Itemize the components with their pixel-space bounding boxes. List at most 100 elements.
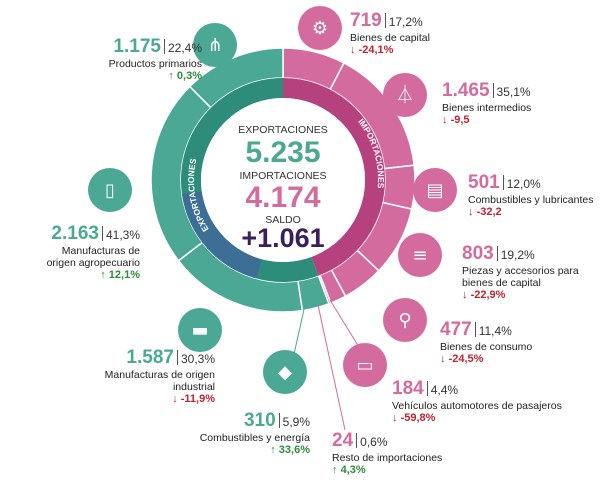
import-share: 19,2% — [500, 248, 535, 262]
arrow-up-icon: ↑ — [332, 463, 338, 476]
leader-line-0 — [289, 304, 306, 373]
export-share: 30,3% — [180, 352, 215, 366]
import-share: 4,4% — [430, 383, 459, 397]
export-label: Combustibles y energía — [199, 431, 310, 444]
export-change: -11,9% — [180, 392, 215, 405]
import-change: -9,5 — [450, 113, 470, 126]
import-item-bienes-intermedios: 1.465 35,1% Bienes intermedios ↓ -9,5 — [442, 80, 582, 127]
export-label: Productos primarios — [108, 57, 202, 70]
import-value: 1.465 — [442, 80, 490, 101]
import-share: 35,1% — [496, 85, 531, 99]
wheat-icon-glyph: ⋔ — [207, 35, 222, 56]
export-item-productos-primarios: 1.175 22,4% Productos primarios ↑ 0,3% — [50, 36, 202, 83]
export-share: 41,3% — [105, 228, 140, 242]
import-change: -32,2 — [476, 205, 502, 218]
import-value: 477 — [440, 319, 472, 340]
fuel-drop-icon-glyph: ◆ — [278, 362, 292, 383]
import-item-piezas-accesorios: 803 19,2% Piezas y accesorios para bienes… — [462, 243, 580, 302]
bottle-icon-glyph: ▯ — [105, 180, 115, 201]
import-item-bienes-capital: 719 17,2% Bienes de capital ↓ -24,1% — [350, 10, 490, 57]
balance-label: SALDO — [265, 214, 301, 226]
arrow-up-icon: ↑ — [168, 69, 174, 82]
arrow-down-icon: ↓ — [468, 205, 474, 218]
flask-icon-glyph: ⏃ — [396, 84, 414, 106]
import-value: 803 — [462, 243, 494, 264]
import-segment-2 — [381, 164, 416, 211]
import-value: 501 — [468, 172, 500, 193]
import-item-vehiculos: 184 4,4% Vehículos automotores de pasajer… — [392, 378, 572, 425]
arrow-down-icon: ↓ — [462, 288, 468, 301]
arrow-down-icon: ↓ — [440, 352, 446, 365]
leader-line-1 — [317, 304, 346, 431]
export-value: 1.587 — [126, 347, 174, 368]
import-label: Bienes de consumo — [440, 340, 533, 353]
leader-line-2 — [329, 299, 371, 366]
screw-icon-glyph: ≡ — [412, 245, 427, 266]
imports-label: IMPORTACIONES — [239, 170, 327, 182]
export-value: 2.163 — [51, 223, 99, 244]
import-item-combustibles-lubricantes: 501 12,0% Combustibles y lubricantes ↓ -3… — [468, 172, 598, 219]
import-label: Piezas y accesorios para bienes de capit… — [462, 264, 579, 289]
export-label: Manufacturas de origen agropecuario — [46, 244, 140, 269]
export-item-moa: 2.163 41,3% Manufacturas de origen agrope… — [30, 223, 140, 282]
import-change: 4,3% — [340, 463, 366, 476]
import-share: 0,6% — [360, 435, 388, 449]
jerrycan-icon-glyph: ▤ — [426, 180, 443, 201]
export-change: 12,1% — [108, 268, 140, 281]
truck-icon — [178, 308, 222, 352]
fuel-drop-icon — [263, 350, 307, 394]
export-value: 310 — [243, 410, 276, 431]
import-change: -24,1% — [358, 43, 394, 56]
exports-total: 5.235 — [245, 136, 321, 169]
import-label: Combustibles y lubricantes — [468, 193, 594, 206]
import-value: 184 — [392, 378, 424, 399]
arrow-down-icon: ↓ — [350, 43, 356, 56]
arrow-down-icon: ↓ — [392, 411, 398, 424]
export-item-combustibles-energia: 310 5,9% Combustibles y energía ↑ 33,6% — [190, 410, 310, 457]
exports-label: EXPORTACIONES — [238, 124, 328, 136]
center-disc — [201, 98, 365, 262]
export-item-moi: 1.587 30,3% Manufacturas de origen indust… — [80, 347, 215, 406]
export-share: 5,9% — [282, 415, 310, 429]
wheat-icon — [193, 23, 237, 67]
balance-total: +1.061 — [241, 223, 325, 253]
export-label: Manufacturas de origen industrial — [104, 368, 215, 393]
flask-icon — [383, 73, 427, 117]
export-change: 0,3% — [176, 69, 202, 82]
import-item-bienes-consumo: 477 11,4% Bienes de consumo ↓ -24,5% — [440, 319, 570, 366]
arrow-down-icon: ↓ — [442, 113, 448, 126]
export-share: 22,4% — [167, 41, 202, 55]
arrow-up-icon: ↑ — [100, 268, 106, 281]
imports-total: 4.174 — [245, 181, 321, 214]
import-label: Resto de importaciones — [332, 451, 443, 464]
export-change: 33,6% — [278, 443, 310, 456]
truck-icon-glyph: ▬ — [191, 320, 208, 341]
tractor-icon — [298, 6, 342, 50]
bicycle-icon — [383, 298, 427, 342]
car-icon — [343, 343, 387, 387]
jerrycan-icon — [413, 168, 457, 212]
import-item-resto: 24 0,6% Resto de importaciones ↑ 4,3% — [332, 430, 472, 477]
car-icon-glyph: ▭ — [356, 355, 373, 376]
screw-icon — [398, 233, 442, 277]
import-value: 719 — [350, 10, 382, 31]
import-label: Bienes de capital — [350, 31, 430, 44]
import-share: 17,2% — [388, 15, 423, 29]
import-value: 24 — [332, 430, 354, 451]
inner-ring-accent — [181, 191, 262, 279]
tractor-icon-glyph: ⚙ — [312, 18, 328, 39]
arrow-down-icon: ↓ — [172, 392, 178, 405]
import-change: -22,9% — [470, 288, 506, 301]
import-share: 12,0% — [506, 177, 541, 191]
bottle-icon — [88, 168, 132, 212]
inner-ring-imports — [283, 78, 386, 276]
import-label: Vehículos automotores de pasajeros — [392, 399, 562, 412]
import-share: 11,4% — [478, 324, 512, 338]
import-change: -59,8% — [400, 411, 436, 424]
import-label: Bienes intermedios — [442, 101, 532, 114]
export-value: 1.175 — [113, 36, 161, 57]
bicycle-icon-glyph: ⚲ — [398, 310, 411, 331]
import-change: -24,5% — [448, 352, 484, 365]
